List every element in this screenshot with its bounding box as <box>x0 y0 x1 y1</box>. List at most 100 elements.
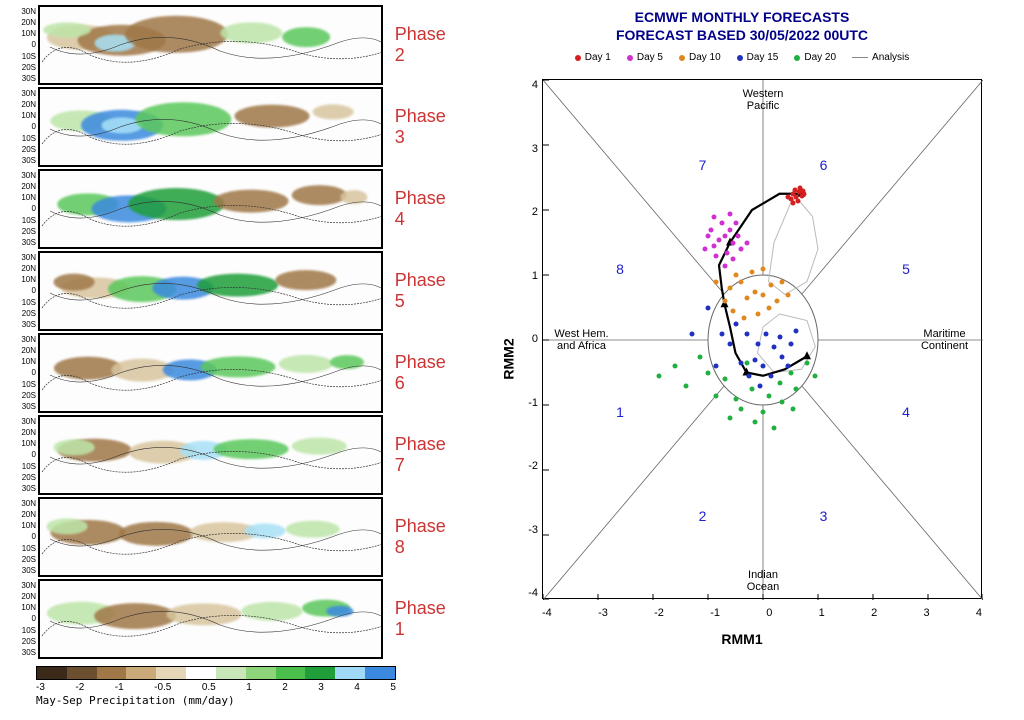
forecast-point <box>736 234 741 239</box>
forecast-point <box>744 331 749 336</box>
forecast-point <box>656 374 661 379</box>
phase-map: 30N20N10N010S20S30S <box>38 5 383 85</box>
forecast-point <box>733 322 738 327</box>
phase-composite-panel: 30N20N10N010S20S30SPhase 230N20N10N010S2… <box>0 0 460 720</box>
forecast-point <box>769 374 774 379</box>
phase-map: 30N20N10N010S20S30S <box>38 415 383 495</box>
forecast-point <box>813 374 818 379</box>
rmm-legend: Day 1Day 5Day 10Day 15Day 20Analysis <box>468 52 1016 63</box>
forecast-point <box>785 364 790 369</box>
forecast-point <box>744 361 749 366</box>
forecast-point <box>774 299 779 304</box>
phase-number: 4 <box>902 404 910 420</box>
forecast-point <box>744 240 749 245</box>
rmm-title: ECMWF MONTHLY FORECASTS FORECAST BASED 3… <box>468 8 1016 44</box>
forecast-point <box>761 409 766 414</box>
forecast-point <box>730 309 735 314</box>
forecast-point <box>761 292 766 297</box>
forecast-point <box>798 185 803 190</box>
forecast-point <box>711 214 716 219</box>
rmm-title-line1: ECMWF MONTHLY FORECASTS <box>468 8 1016 26</box>
forecast-point <box>717 237 722 242</box>
phase-row-3: 30N20N10N010S20S30SPhase 4 <box>8 168 458 250</box>
phase-map: 30N20N10N010S20S30S <box>38 333 383 413</box>
forecast-point <box>755 341 760 346</box>
forecast-point <box>719 221 724 226</box>
forecast-point <box>725 250 730 255</box>
forecast-point <box>780 279 785 284</box>
forecast-point <box>714 253 719 258</box>
phase-row-1: 30N20N10N010S20S30SPhase 2 <box>8 4 458 86</box>
phase-number: 1 <box>616 404 624 420</box>
phase-number: 5 <box>902 261 910 277</box>
forecast-point <box>728 416 733 421</box>
y-axis-label: RMM2 <box>501 339 517 380</box>
forecast-point <box>791 406 796 411</box>
forecast-point <box>763 331 768 336</box>
forecast-point <box>750 387 755 392</box>
phase-label: Phase 3 <box>395 106 458 148</box>
forecast-point <box>747 374 752 379</box>
forecast-point <box>728 286 733 291</box>
forecast-point <box>805 361 810 366</box>
phase-label: Phase 1 <box>395 598 458 640</box>
phase-row-2: 30N20N10N010S20S30S Phase 3 <box>8 86 458 168</box>
forecast-point <box>739 406 744 411</box>
forecast-point <box>777 380 782 385</box>
phase-map: 30N20N10N010S20S30S <box>38 579 383 659</box>
forecast-point <box>730 257 735 262</box>
forecast-point <box>766 305 771 310</box>
forecast-point <box>722 263 727 268</box>
forecast-point <box>794 328 799 333</box>
forecast-point <box>772 344 777 349</box>
forecast-point <box>739 247 744 252</box>
forecast-point <box>744 296 749 301</box>
forecast-point <box>769 283 774 288</box>
legend-item: Day 1 <box>575 52 611 63</box>
forecast-point <box>733 273 738 278</box>
legend-item: Day 15 <box>737 52 779 63</box>
forecast-point <box>714 364 719 369</box>
legend-item: Day 5 <box>627 52 663 63</box>
forecast-point <box>706 305 711 310</box>
forecast-point <box>697 354 702 359</box>
phase-label: Phase 7 <box>395 434 458 476</box>
forecast-point <box>788 341 793 346</box>
forecast-point <box>761 364 766 369</box>
phase-number: 2 <box>699 508 707 524</box>
forecast-point <box>706 370 711 375</box>
forecast-point <box>785 292 790 297</box>
forecast-point <box>714 279 719 284</box>
phase-label: Phase 4 <box>395 188 458 230</box>
forecast-point <box>708 227 713 232</box>
phase-map: 30N20N10N010S20S30S <box>38 87 383 167</box>
forecast-point <box>777 335 782 340</box>
phase-row-7: 30N20N10N010S20S30SPhase 8 <box>8 496 458 578</box>
region-label: Western Pacific <box>743 88 784 112</box>
forecast-point <box>750 270 755 275</box>
forecast-point <box>739 279 744 284</box>
phase-row-6: 30N20N10N010S20S30S Phase 7 <box>8 414 458 496</box>
forecast-point <box>728 341 733 346</box>
forecast-point <box>722 299 727 304</box>
forecast-point <box>719 331 724 336</box>
forecast-point <box>728 227 733 232</box>
forecast-point <box>733 221 738 226</box>
phase-number: 7 <box>699 157 707 173</box>
region-label: West Hem. and Africa <box>554 328 608 352</box>
colorbar: -3-2-1-0.50.512345 May-Sep Precipitation… <box>36 666 396 707</box>
forecast-point <box>752 289 757 294</box>
forecast-point <box>755 312 760 317</box>
forecast-point <box>802 192 807 197</box>
forecast-point <box>722 377 727 382</box>
rmm-title-line2: FORECAST BASED 30/05/2022 00UTC <box>468 26 1016 44</box>
forecast-point <box>758 383 763 388</box>
phase-row-8: 30N20N10N010S20S30S Phase 1 <box>8 578 458 660</box>
colorbar-title: May-Sep Precipitation (mm/day) <box>36 694 396 707</box>
phase-map: 30N20N10N010S20S30S <box>38 497 383 577</box>
region-label: Indian Ocean <box>747 569 779 593</box>
legend-item: Analysis <box>852 52 909 63</box>
forecast-point <box>780 400 785 405</box>
forecast-point <box>752 419 757 424</box>
forecast-point <box>730 240 735 245</box>
